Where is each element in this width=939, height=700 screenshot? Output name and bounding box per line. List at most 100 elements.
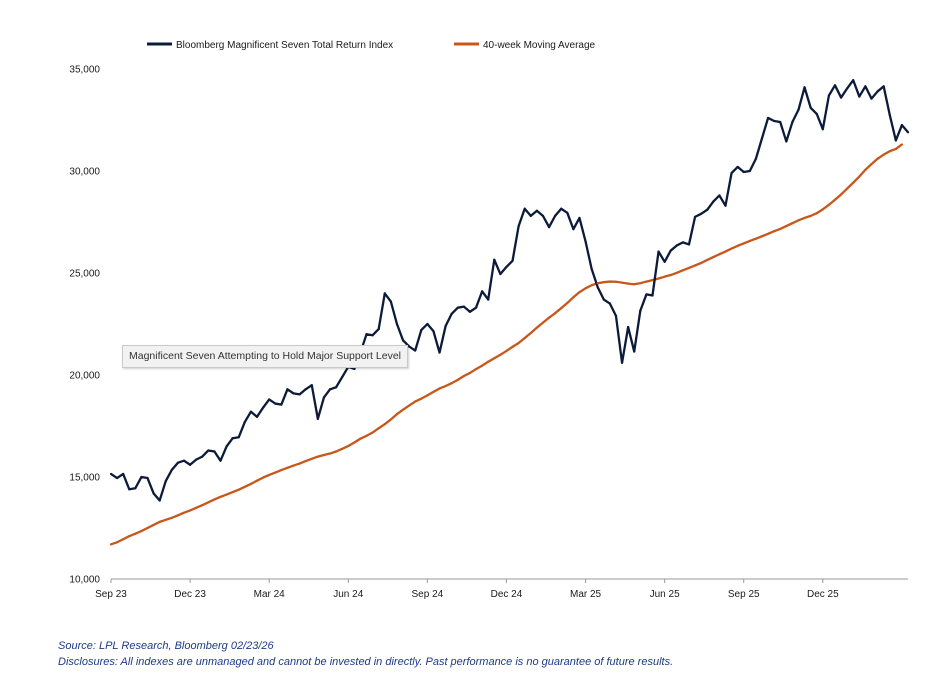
data-point-moving-average bbox=[797, 219, 800, 222]
data-point-index bbox=[310, 384, 313, 387]
data-point-index bbox=[499, 272, 502, 276]
data-point-index bbox=[115, 476, 119, 480]
data-point-moving-average bbox=[529, 331, 532, 335]
data-point-index bbox=[134, 487, 137, 490]
data-point-index bbox=[663, 260, 666, 263]
data-point-index bbox=[773, 119, 776, 123]
data-point-moving-average bbox=[109, 543, 113, 546]
data-point-index bbox=[444, 324, 447, 328]
data-point-index bbox=[170, 468, 173, 471]
x-axis: Sep 23 Dec 23 Mar 24 Jun 24 Sep 24 Dec 24 Mar … bbox=[95, 579, 839, 600]
data-point-index bbox=[511, 259, 514, 262]
data-point-moving-average bbox=[134, 532, 137, 535]
data-point-index bbox=[870, 97, 873, 100]
data-point-index bbox=[286, 388, 289, 391]
data-point-moving-average bbox=[675, 271, 678, 274]
data-point-moving-average bbox=[846, 187, 849, 190]
data-point-moving-average bbox=[858, 175, 861, 178]
data-point-index bbox=[128, 488, 131, 491]
data-point-moving-average bbox=[481, 364, 484, 367]
data-point-index bbox=[584, 240, 587, 243]
data-point-index bbox=[420, 329, 423, 332]
data-point-moving-average bbox=[803, 216, 806, 220]
data-point-index bbox=[627, 325, 630, 329]
data-point-moving-average bbox=[657, 277, 660, 280]
data-point-index bbox=[827, 94, 831, 97]
data-point-moving-average bbox=[560, 306, 563, 310]
data-point-index bbox=[401, 339, 405, 342]
y-axis: 10,000 15,000 20,000 25,000 30,000 35,000 bbox=[69, 65, 100, 586]
data-point-index bbox=[122, 472, 125, 476]
data-point-moving-average bbox=[541, 321, 545, 324]
data-point-moving-average bbox=[669, 273, 672, 277]
data-point-moving-average bbox=[468, 371, 472, 375]
data-point-index bbox=[730, 171, 733, 175]
data-point-index bbox=[195, 458, 198, 461]
data-point-index bbox=[651, 294, 654, 297]
data-point-moving-average bbox=[791, 222, 794, 225]
data-point-index bbox=[231, 437, 234, 440]
data-point-moving-average bbox=[353, 441, 356, 444]
data-point-moving-average bbox=[785, 224, 788, 228]
data-point-index bbox=[292, 392, 295, 395]
data-point-index bbox=[791, 120, 794, 124]
data-point-index bbox=[280, 403, 283, 406]
data-point-moving-average bbox=[438, 387, 441, 390]
data-point-moving-average bbox=[444, 384, 447, 388]
data-point-index bbox=[481, 290, 484, 293]
data-point-index bbox=[760, 137, 764, 140]
data-point-moving-average bbox=[882, 153, 885, 156]
data-point-index bbox=[493, 258, 496, 261]
data-point-moving-average bbox=[876, 157, 879, 160]
data-point-moving-average bbox=[827, 203, 831, 206]
data-point-index bbox=[821, 128, 824, 131]
data-point-index bbox=[529, 214, 532, 217]
data-point-moving-average bbox=[383, 423, 386, 426]
data-point-index bbox=[298, 393, 301, 396]
data-point-index bbox=[876, 90, 879, 93]
data-point-moving-average bbox=[201, 504, 204, 507]
data-point-moving-average bbox=[328, 452, 332, 455]
data-point-moving-average bbox=[839, 193, 843, 196]
data-point-index bbox=[201, 455, 204, 458]
data-point-index bbox=[109, 472, 113, 476]
data-point-index bbox=[639, 309, 642, 312]
series-points-moving-average bbox=[109, 143, 904, 546]
legend-label-moving-average: 40-week Moving Average bbox=[483, 40, 596, 51]
data-point-moving-average bbox=[578, 291, 581, 294]
y-tick-label: 25,000 bbox=[69, 269, 100, 280]
data-point-moving-average bbox=[614, 280, 618, 283]
data-point-moving-average bbox=[724, 250, 727, 253]
data-point-moving-average bbox=[310, 457, 313, 460]
data-point-moving-average bbox=[225, 493, 228, 496]
data-point-index bbox=[833, 84, 837, 87]
data-point-moving-average bbox=[371, 431, 374, 434]
data-point-index bbox=[894, 139, 897, 142]
data-point-moving-average bbox=[590, 284, 593, 287]
data-point-moving-average bbox=[663, 275, 666, 278]
data-point-moving-average bbox=[852, 181, 855, 184]
data-point-moving-average bbox=[602, 281, 605, 284]
data-point-index bbox=[657, 250, 660, 253]
data-point-index bbox=[426, 322, 429, 326]
data-point-moving-average bbox=[888, 150, 891, 153]
data-point-moving-average bbox=[158, 520, 161, 523]
data-point-moving-average bbox=[894, 147, 897, 151]
y-tick-label: 10,000 bbox=[69, 575, 100, 586]
data-point-index bbox=[487, 298, 490, 301]
data-point-moving-average bbox=[693, 264, 697, 267]
data-point-index bbox=[614, 314, 618, 317]
disclosures-note: Disclosures: All indexes are unmanaged a… bbox=[58, 656, 674, 668]
data-point-moving-average bbox=[718, 253, 721, 256]
data-point-index bbox=[517, 224, 520, 228]
data-point-index bbox=[675, 244, 678, 247]
x-tick-label: Mar 24 bbox=[254, 589, 286, 600]
data-point-moving-average bbox=[700, 261, 703, 265]
data-point-index bbox=[882, 85, 885, 88]
data-point-moving-average bbox=[766, 232, 770, 235]
data-point-index bbox=[505, 265, 508, 268]
data-point-index bbox=[596, 286, 599, 289]
data-point-index bbox=[152, 492, 155, 495]
data-point-moving-average bbox=[511, 345, 514, 348]
data-point-index bbox=[572, 228, 575, 231]
